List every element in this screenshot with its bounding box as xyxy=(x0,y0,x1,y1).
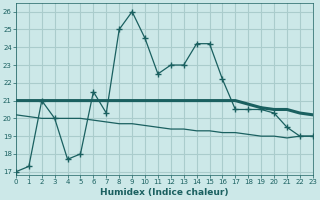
X-axis label: Humidex (Indice chaleur): Humidex (Indice chaleur) xyxy=(100,188,228,197)
